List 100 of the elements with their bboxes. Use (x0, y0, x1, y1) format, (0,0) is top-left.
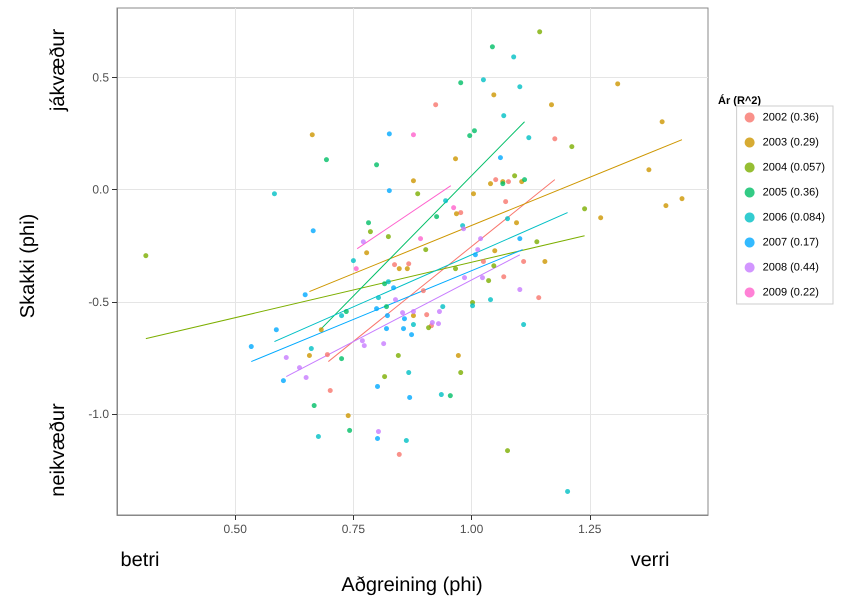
text: verri (630, 549, 670, 571)
point (430, 320, 435, 326)
point (297, 365, 302, 370)
point (501, 274, 506, 280)
point (490, 44, 495, 50)
x-axis-title: Aðgreining (phi) (341, 574, 483, 596)
point (364, 250, 370, 256)
point (406, 261, 412, 266)
point (346, 413, 351, 418)
point (375, 436, 380, 441)
point (339, 313, 344, 318)
point (386, 234, 391, 240)
legend-label: 2008 (0.44) (762, 262, 819, 274)
point (423, 247, 428, 252)
point (391, 285, 396, 290)
legend-title: Ár (R^2) (718, 94, 762, 107)
legend-label: 2007 (0.17) (762, 236, 819, 248)
point (493, 177, 498, 182)
point (537, 29, 542, 34)
point (491, 92, 496, 98)
point (400, 310, 406, 316)
point (374, 162, 380, 168)
text: neikvæður (47, 402, 69, 497)
point (454, 211, 459, 216)
point (310, 132, 315, 138)
legend-label: 2004 (0.057) (762, 162, 826, 174)
point (511, 54, 516, 60)
point (534, 239, 540, 244)
point (382, 281, 388, 286)
point (451, 205, 456, 210)
point (443, 198, 448, 204)
point (440, 304, 446, 310)
point (347, 428, 352, 433)
point (491, 263, 496, 268)
point (505, 448, 510, 454)
point (324, 352, 330, 358)
point (480, 77, 486, 82)
point (354, 266, 359, 272)
point (492, 248, 498, 254)
point (569, 144, 574, 150)
legend-label: 2005 (0.36) (762, 186, 819, 198)
point (436, 321, 442, 326)
point (392, 297, 398, 302)
point (376, 295, 381, 300)
x-tick-label: 1.00 (460, 522, 484, 536)
legend-label: 2009 (0.22) (762, 286, 819, 298)
point (350, 258, 356, 264)
point (284, 355, 289, 360)
point (280, 378, 286, 384)
point (433, 102, 438, 108)
point (396, 452, 402, 457)
point (386, 188, 392, 194)
point (462, 275, 468, 280)
point (318, 327, 324, 332)
text: betri (120, 549, 160, 571)
point (663, 203, 668, 208)
point (418, 236, 424, 242)
x-tick-label: 0.50 (224, 522, 248, 536)
point (542, 259, 548, 264)
text: jákvæður (47, 28, 69, 112)
point (480, 259, 486, 264)
legend-label: 2003 (0.29) (762, 136, 819, 148)
point (488, 181, 494, 186)
point (467, 133, 472, 138)
point (517, 84, 522, 90)
point (488, 297, 494, 302)
point (498, 155, 503, 160)
point (522, 177, 528, 182)
point (304, 374, 309, 380)
point (316, 434, 321, 439)
point (384, 304, 389, 310)
point (475, 247, 480, 252)
point (306, 353, 312, 358)
point (420, 288, 426, 294)
point (582, 206, 588, 212)
point (458, 370, 464, 376)
point (436, 309, 442, 314)
point (339, 356, 344, 362)
point (506, 179, 511, 184)
point (470, 303, 476, 308)
point (392, 262, 398, 268)
point (274, 327, 279, 332)
point (438, 392, 444, 398)
point (410, 309, 416, 314)
point (512, 173, 518, 178)
point (453, 156, 458, 162)
point (386, 131, 392, 136)
point (521, 259, 526, 264)
point (660, 119, 665, 124)
point (324, 157, 329, 162)
point (404, 266, 410, 272)
point (386, 279, 391, 284)
point (312, 403, 317, 408)
point (409, 332, 414, 338)
point (415, 191, 420, 196)
point (272, 191, 277, 196)
y-axis-title: Skakki (phi) (17, 214, 39, 318)
point (406, 370, 412, 376)
y-tick-label: -1.0 (88, 407, 110, 422)
point (461, 226, 466, 232)
